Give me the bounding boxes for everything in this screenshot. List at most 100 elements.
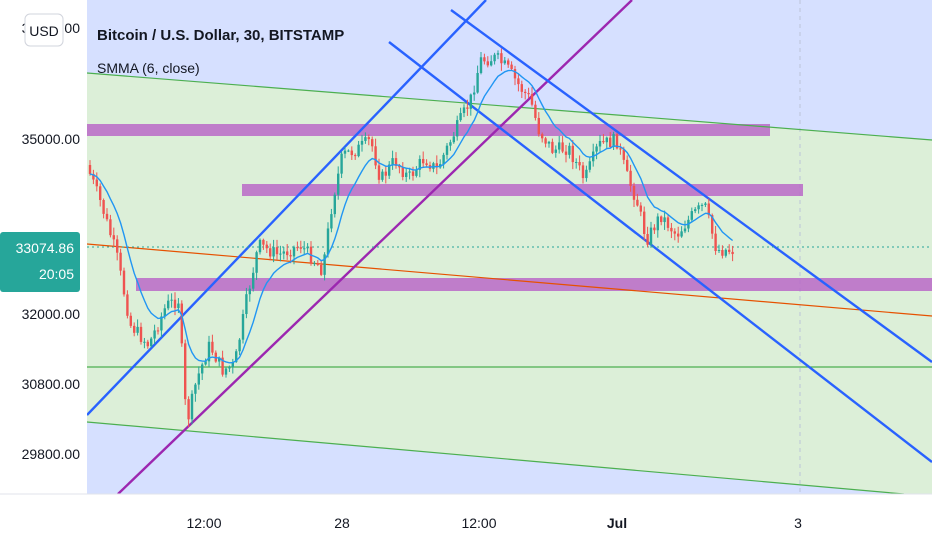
candle-body[interactable] bbox=[595, 146, 598, 152]
candle-body[interactable] bbox=[248, 288, 251, 295]
candle-body[interactable] bbox=[153, 330, 156, 339]
candle-body[interactable] bbox=[282, 251, 285, 254]
descending-channel-lower[interactable] bbox=[388, 41, 932, 463]
candle-body[interactable] bbox=[707, 203, 710, 216]
candle-body[interactable] bbox=[374, 146, 377, 166]
candle-body[interactable] bbox=[697, 205, 700, 210]
candle-body[interactable] bbox=[150, 338, 153, 347]
candle-body[interactable] bbox=[456, 120, 459, 137]
candle-body[interactable] bbox=[364, 137, 367, 141]
candle-body[interactable] bbox=[367, 137, 370, 140]
candle-body[interactable] bbox=[326, 228, 330, 255]
candle-body[interactable] bbox=[177, 303, 180, 309]
candle-body[interactable] bbox=[357, 144, 360, 157]
candle-body[interactable] bbox=[680, 231, 683, 237]
candle-body[interactable] bbox=[452, 136, 455, 143]
candle-body[interactable] bbox=[252, 272, 255, 289]
candle-body[interactable] bbox=[201, 364, 204, 374]
candle-body[interactable] bbox=[296, 247, 299, 249]
candle-body[interactable] bbox=[656, 216, 659, 231]
candle-body[interactable] bbox=[524, 91, 527, 94]
candle-body[interactable] bbox=[160, 316, 163, 331]
candle-body[interactable] bbox=[204, 361, 207, 365]
candle-body[interactable] bbox=[224, 368, 228, 375]
candle-body[interactable] bbox=[619, 148, 622, 150]
candle-body[interactable] bbox=[347, 150, 350, 152]
candle-body[interactable] bbox=[122, 270, 126, 295]
candle-body[interactable] bbox=[112, 235, 115, 240]
candle-body[interactable] bbox=[95, 179, 98, 187]
candle-body[interactable] bbox=[255, 252, 258, 273]
candle-body[interactable] bbox=[714, 233, 717, 252]
candle-body[interactable] bbox=[503, 60, 506, 64]
candle-body[interactable] bbox=[585, 169, 588, 179]
candle-body[interactable] bbox=[677, 233, 680, 237]
candle-body[interactable] bbox=[486, 61, 489, 66]
candle-body[interactable] bbox=[568, 145, 571, 155]
candle-body[interactable] bbox=[258, 239, 262, 253]
candle-body[interactable] bbox=[578, 161, 581, 166]
candle-body[interactable] bbox=[588, 161, 591, 170]
candle-body[interactable] bbox=[731, 251, 734, 255]
candle-body[interactable] bbox=[401, 167, 404, 178]
candle-body[interactable] bbox=[143, 341, 146, 343]
candle-body[interactable] bbox=[435, 163, 438, 168]
ascending-channel-lower[interactable] bbox=[117, 0, 633, 494]
candle-body[interactable] bbox=[343, 150, 347, 154]
candle-body[interactable] bbox=[581, 165, 585, 179]
candle-body[interactable] bbox=[571, 145, 574, 163]
resistance-zone-35000[interactable] bbox=[87, 124, 770, 136]
candle-body[interactable] bbox=[167, 300, 170, 309]
candle-body[interactable] bbox=[473, 92, 476, 95]
candle-body[interactable] bbox=[609, 137, 612, 147]
candle-body[interactable] bbox=[354, 155, 357, 157]
candle-body[interactable] bbox=[442, 154, 445, 165]
candle-body[interactable] bbox=[575, 161, 578, 163]
candle-body[interactable] bbox=[377, 165, 381, 180]
candle-body[interactable] bbox=[411, 171, 415, 176]
candle-body[interactable] bbox=[241, 314, 245, 340]
candle-body[interactable] bbox=[415, 169, 418, 176]
candle-body[interactable] bbox=[554, 149, 557, 153]
candle-body[interactable] bbox=[636, 199, 639, 206]
candle-body[interactable] bbox=[602, 140, 605, 143]
candle-body[interactable] bbox=[700, 204, 704, 206]
candle-body[interactable] bbox=[530, 94, 534, 105]
candle-body[interactable] bbox=[286, 251, 289, 256]
candle-body[interactable] bbox=[605, 137, 608, 143]
candle-body[interactable] bbox=[211, 341, 214, 353]
candle-body[interactable] bbox=[218, 357, 221, 362]
upper-channel-line[interactable] bbox=[87, 72, 932, 141]
candle-body[interactable] bbox=[337, 173, 340, 195]
candle-body[interactable] bbox=[265, 244, 268, 249]
descending-trend-line[interactable] bbox=[87, 243, 932, 317]
candle-body[interactable] bbox=[690, 211, 693, 220]
candle-body[interactable] bbox=[564, 151, 568, 155]
candle-body[interactable] bbox=[116, 239, 119, 253]
candle-body[interactable] bbox=[500, 53, 503, 64]
candle-body[interactable] bbox=[551, 141, 554, 153]
candle-body[interactable] bbox=[102, 200, 105, 214]
candle-body[interactable] bbox=[391, 158, 394, 165]
candle-body[interactable] bbox=[639, 205, 642, 212]
candle-body[interactable] bbox=[541, 134, 544, 139]
candle-body[interactable] bbox=[173, 299, 177, 309]
candle-body[interactable] bbox=[272, 247, 275, 257]
candle-body[interactable] bbox=[303, 248, 306, 250]
candle-body[interactable] bbox=[306, 246, 309, 249]
candle-body[interactable] bbox=[537, 117, 540, 135]
candle-body[interactable] bbox=[660, 216, 663, 223]
candle-body[interactable] bbox=[262, 239, 265, 245]
candle-body[interactable] bbox=[544, 138, 547, 144]
candle-body[interactable] bbox=[126, 294, 129, 316]
candle-body[interactable] bbox=[136, 326, 139, 333]
candle-body[interactable] bbox=[459, 113, 462, 121]
candle-body[interactable] bbox=[275, 247, 279, 255]
candle-body[interactable] bbox=[228, 367, 231, 369]
candle-body[interactable] bbox=[425, 163, 428, 166]
candle-body[interactable] bbox=[245, 294, 248, 315]
candle-body[interactable] bbox=[388, 164, 391, 176]
candle-body[interactable] bbox=[615, 134, 619, 149]
candle-body[interactable] bbox=[493, 54, 496, 62]
candle-body[interactable] bbox=[333, 194, 336, 215]
